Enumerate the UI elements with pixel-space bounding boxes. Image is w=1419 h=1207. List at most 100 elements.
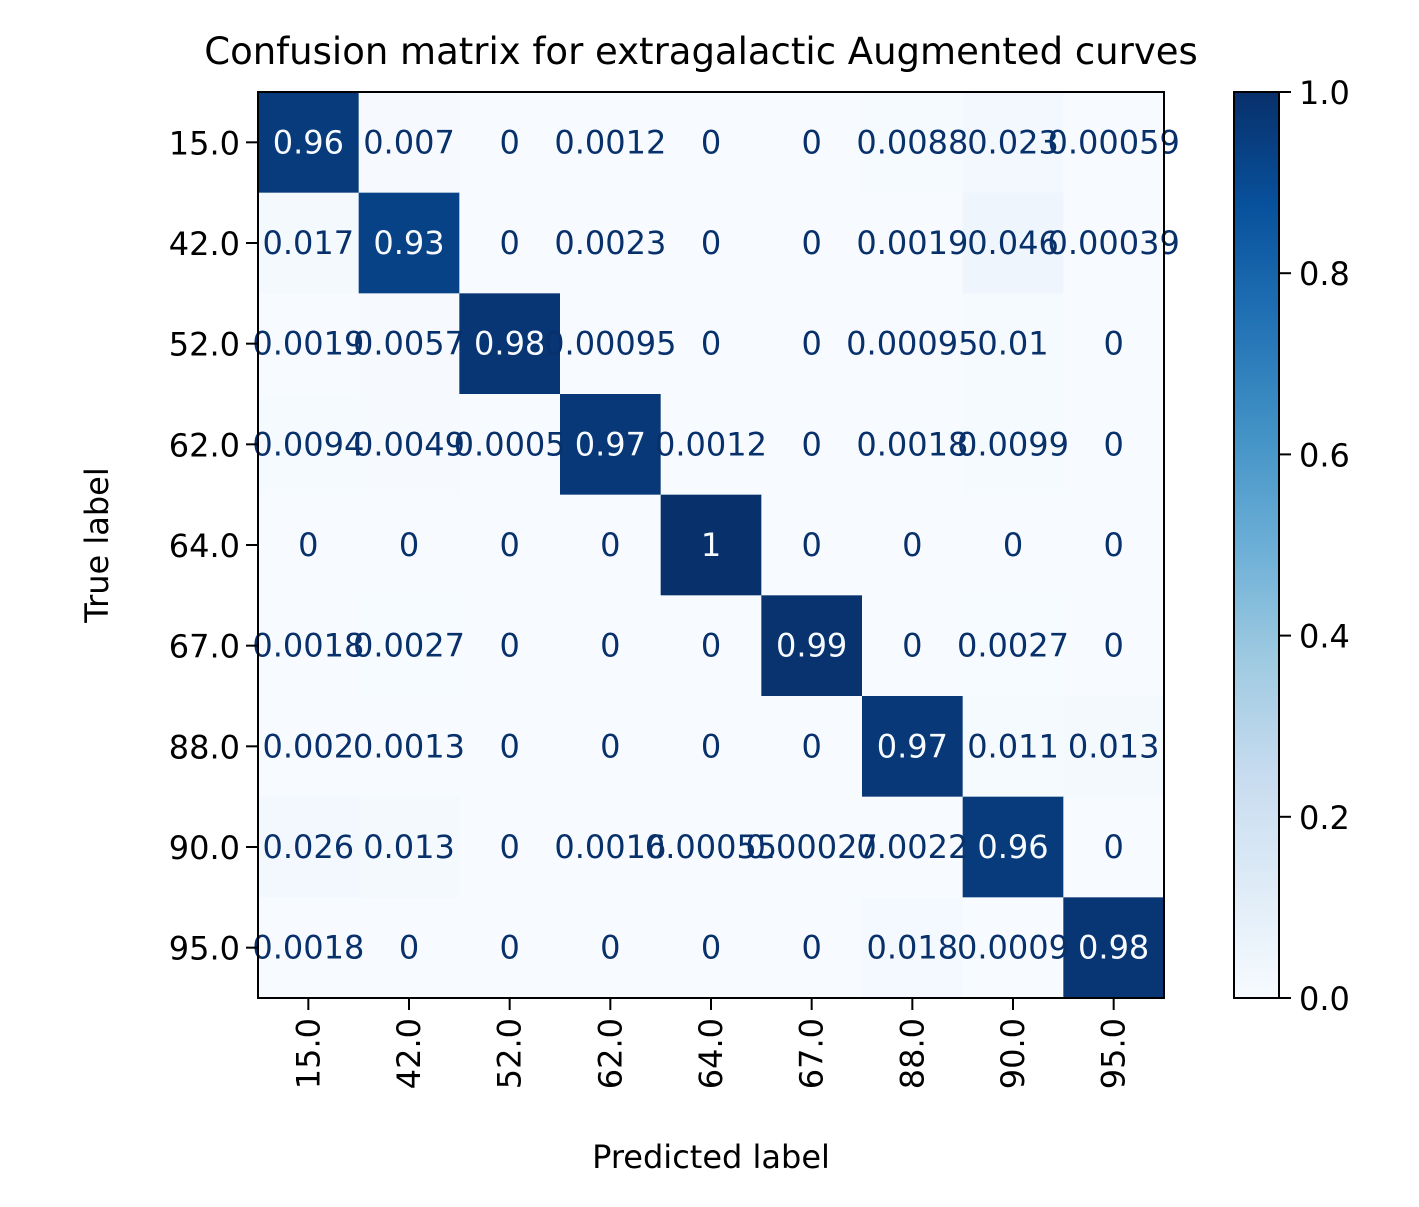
colorbar-tick-label: 1.0 [1299, 74, 1350, 112]
heatmap-cell [1063, 595, 1165, 697]
cell-value-label: 0.00039 [1048, 224, 1180, 262]
cell-value-label: 0.01 [977, 325, 1048, 363]
heatmap-cell [560, 293, 662, 395]
cell-value-label: 0 [1103, 828, 1123, 866]
heatmap-cell [962, 595, 1064, 697]
colorbar-tick-label: 0.6 [1299, 436, 1350, 474]
cell-value-label: 0.0027 [353, 627, 465, 665]
heatmap-cell [862, 796, 964, 898]
heatmap-cell [1063, 394, 1165, 496]
cell-value-label: 0.017 [263, 224, 355, 262]
cell-value-label: 0.0018 [252, 627, 364, 665]
heatmap-cell [761, 192, 863, 294]
heatmap-cell [660, 394, 762, 496]
heatmap-cell [862, 897, 964, 999]
cell-value-label: 0 [801, 526, 821, 564]
heatmap-cell [258, 394, 360, 496]
cell-value-label: 0 [1103, 425, 1123, 463]
cell-value-label: 0 [701, 224, 721, 262]
y-tick-label: 42.0 [169, 225, 240, 263]
cell-value-label: 0.00027 [746, 828, 878, 866]
cell-value-label: 0 [499, 828, 519, 866]
heatmap-cell [459, 293, 561, 395]
cell-value-label: 0 [499, 929, 519, 967]
heatmap-cell [459, 595, 561, 697]
heatmap-cell [1063, 92, 1165, 194]
heatmap-cell [560, 92, 662, 194]
heatmap-cell [1063, 494, 1165, 596]
cell-value-label: 0.026 [263, 828, 355, 866]
x-tick-label: 15.0 [289, 1018, 327, 1089]
cell-value-label: 0 [600, 727, 620, 765]
heatmap-cell [258, 192, 360, 294]
x-tick-label: 64.0 [692, 1018, 730, 1089]
heatmap-cell [660, 796, 762, 898]
heatmap-cell [761, 494, 863, 596]
cell-value-label: 0.00095 [846, 325, 978, 363]
y-tick-label: 15.0 [169, 124, 240, 162]
cell-value-label: 0.0018 [252, 929, 364, 967]
heatmap-cell [459, 92, 561, 194]
heatmap-cell [358, 92, 460, 194]
heatmap-cell [358, 192, 460, 294]
heatmap-cell [258, 696, 360, 798]
heatmap-cell [660, 92, 762, 194]
heatmap-cell [459, 192, 561, 294]
cell-value-label: 0.0019 [856, 224, 968, 262]
heatmap-cell [862, 92, 964, 194]
cell-value-label: 0.96 [977, 828, 1048, 866]
heatmap-cell [660, 595, 762, 697]
heatmap-cell [258, 494, 360, 596]
heatmap-cell [761, 394, 863, 496]
cell-value-label: 0 [801, 727, 821, 765]
heatmap-cell [962, 897, 1064, 999]
heatmap-cell [962, 394, 1064, 496]
heatmap-cell [1063, 796, 1165, 898]
cell-value-label: 0 [600, 526, 620, 564]
cell-value-label: 0.0018 [856, 425, 968, 463]
y-tick-label: 88.0 [169, 728, 240, 766]
heatmap-cell [560, 192, 662, 294]
x-tick-label: 90.0 [994, 1018, 1032, 1089]
cell-value-label: 0.0009 [957, 929, 1069, 967]
cell-value-label: 0 [801, 123, 821, 161]
cell-value-label: 0.002 [263, 727, 355, 765]
cell-value-label: 0 [600, 627, 620, 665]
colorbar-tick-label: 0.8 [1299, 255, 1350, 293]
cell-value-label: 0 [499, 727, 519, 765]
cell-value-label: 0 [499, 224, 519, 262]
x-tick-label: 95.0 [1095, 1018, 1133, 1089]
heatmap-cell [660, 897, 762, 999]
cell-value-label: 0.013 [1068, 727, 1160, 765]
heatmap-cell [862, 192, 964, 294]
cell-value-label: 0.0012 [655, 425, 767, 463]
heatmap-cell [962, 494, 1064, 596]
heatmap-cell [258, 293, 360, 395]
cell-value-label: 0.98 [474, 325, 545, 363]
y-axis-ticks: 15.0 42.0 52.0 62.0 64.0 67.0 88.0 90.0 95.0 [169, 124, 258, 968]
cell-value-label: 0 [1103, 526, 1123, 564]
heatmap-cell [358, 394, 460, 496]
y-tick-label: 62.0 [169, 426, 240, 464]
heatmap-cell [560, 494, 662, 596]
x-tick-label: 52.0 [491, 1018, 529, 1089]
heatmap-cell [560, 595, 662, 697]
heatmap-cell [459, 796, 561, 898]
cell-value-label: 0.023 [967, 123, 1059, 161]
cell-value-label: 0 [499, 526, 519, 564]
heatmap-cell [862, 696, 964, 798]
heatmap-cell [459, 394, 561, 496]
cell-value-label: 0 [499, 627, 519, 665]
y-tick-label: 95.0 [169, 930, 240, 968]
cell-value-label: 0.99 [776, 627, 847, 665]
heatmap-cell [358, 293, 460, 395]
heatmap-cell [560, 394, 662, 496]
cell-value-label: 1 [701, 526, 721, 564]
cell-value-label: 0.00095 [544, 325, 676, 363]
heatmap-cell [761, 595, 863, 697]
cell-value-label: 0 [902, 526, 922, 564]
heatmap-cell [660, 192, 762, 294]
heatmap-cell [862, 494, 964, 596]
cell-value-label: 0.0012 [554, 123, 666, 161]
cell-value-label: 0 [399, 526, 419, 564]
